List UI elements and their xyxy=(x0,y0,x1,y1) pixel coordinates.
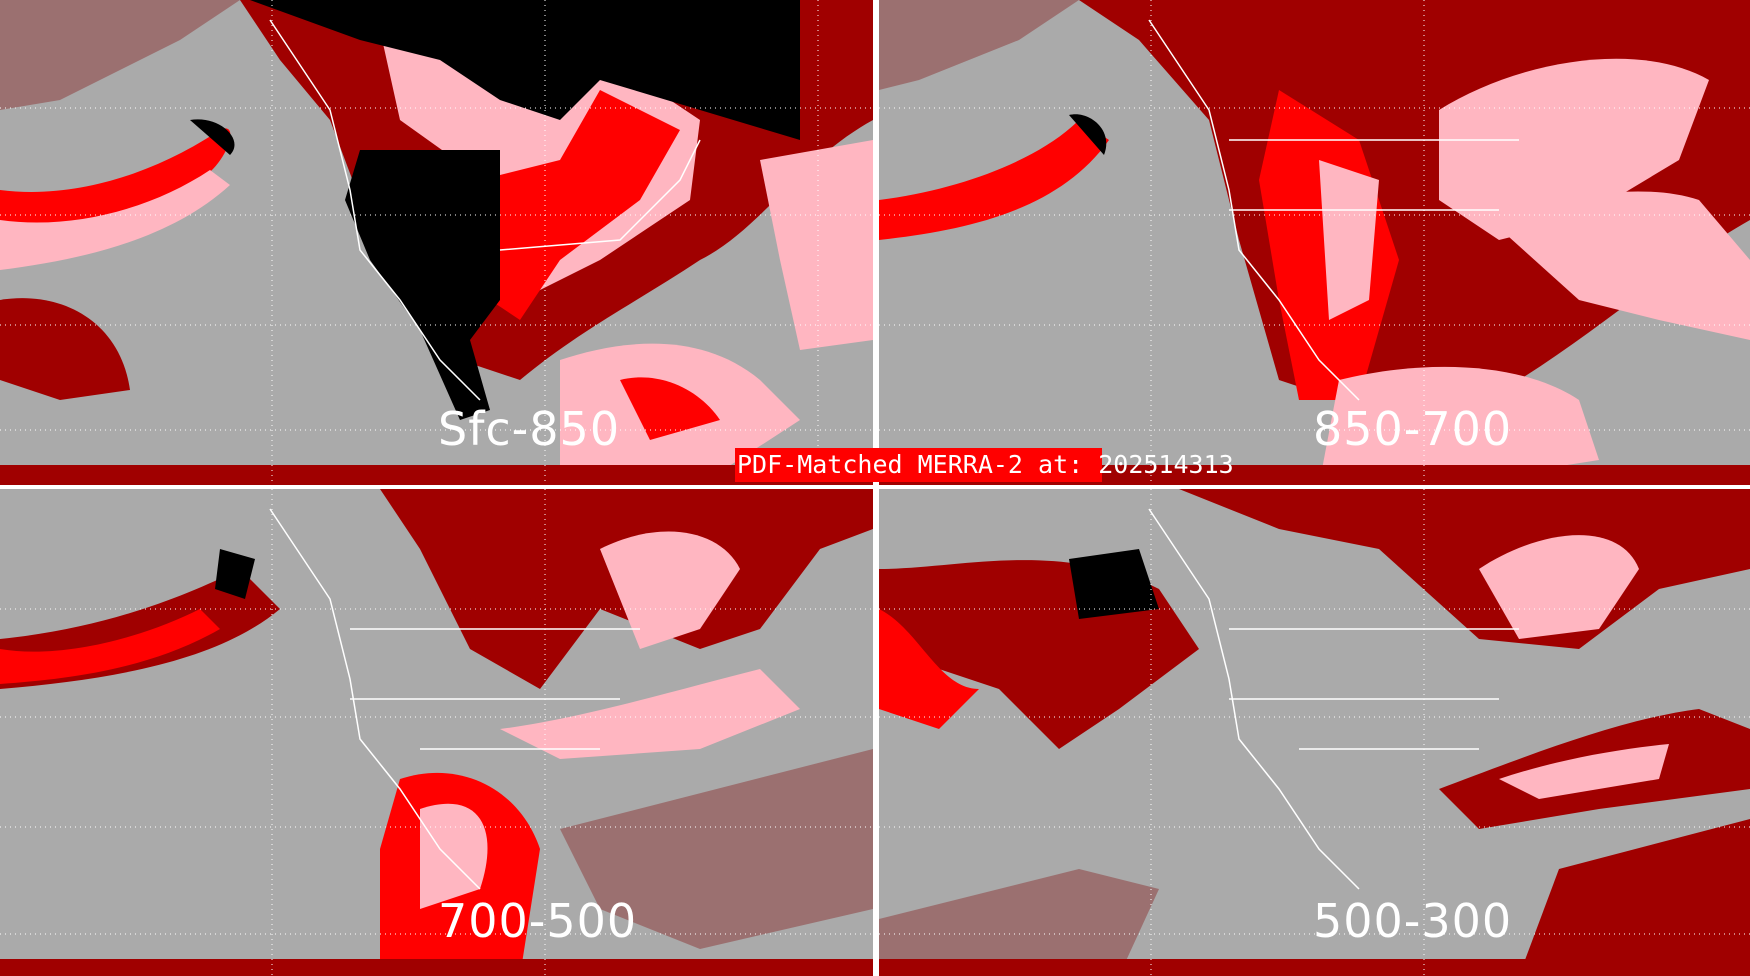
panel-label: 700-500 xyxy=(438,894,638,948)
map-panel-700-500: 700-500 xyxy=(0,489,873,976)
moisture-map xyxy=(0,489,873,976)
moisture-map xyxy=(879,0,1750,485)
map-panel-sfc-850: Sfc-850 xyxy=(0,0,873,485)
panel-label: 850-700 xyxy=(1313,402,1513,456)
map-panel-500-300: 500-300 xyxy=(879,489,1750,976)
panel-label: Sfc-850 xyxy=(438,402,621,456)
title-background xyxy=(735,448,1102,482)
panel-label: 500-300 xyxy=(1313,894,1513,948)
map-panel-850-700: 850-700 xyxy=(879,0,1750,485)
figure-title: PDF-Matched MERRA-2 at: 202514313 xyxy=(737,450,1234,479)
moisture-map xyxy=(0,0,873,485)
moisture-map xyxy=(879,489,1750,976)
